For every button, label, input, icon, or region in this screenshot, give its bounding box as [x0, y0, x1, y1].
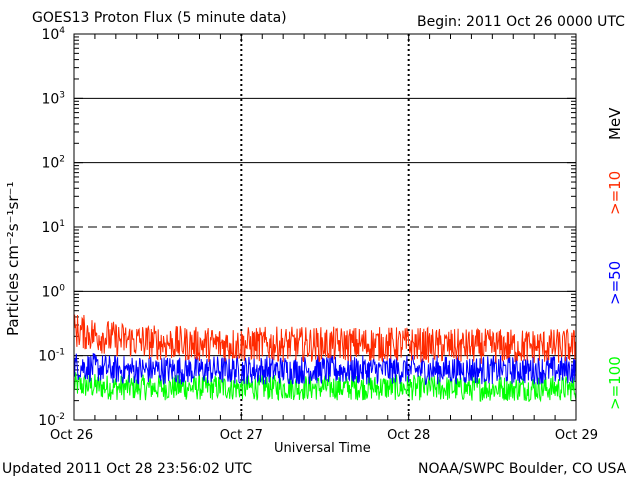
y-tick-base: 10: [38, 349, 56, 365]
legend-series-50: >=50: [606, 261, 624, 305]
x-tick-label: Oct 26: [50, 428, 93, 443]
legend-series-10: >=10: [606, 171, 624, 215]
y-tick-base: 10: [41, 220, 59, 236]
y-tick-exponent: 4: [59, 26, 65, 36]
series-line-0: [73, 314, 577, 364]
y-tick-label: 103: [41, 90, 65, 107]
y-tick-base: 10: [41, 284, 59, 300]
y-tick-base: 10: [38, 413, 56, 429]
updated-timestamp: Updated 2011 Oct 28 23:56:02 UTC: [2, 461, 253, 477]
y-tick-exponent: -2: [56, 412, 65, 422]
y-axis-label-text: Particles cm⁻²s⁻¹sr⁻¹: [4, 181, 22, 336]
legend-series-100: >=100: [606, 356, 624, 410]
y-axis-label: Particles cm⁻²s⁻¹sr⁻¹: [4, 182, 22, 336]
y-tick-exponent: 3: [59, 90, 65, 100]
y-tick-base: 10: [41, 27, 59, 43]
x-axis-label: Universal Time: [274, 441, 371, 456]
x-tick-label: Oct 27: [220, 428, 263, 443]
x-tick-label: Oct 29: [555, 428, 598, 443]
y-tick-base: 10: [41, 91, 59, 107]
y-tick-exponent: 1: [59, 219, 65, 229]
credit-text: NOAA/SWPC Boulder, CO USA: [418, 461, 627, 477]
series-line-1: [73, 353, 577, 386]
x-tick-label: Oct 28: [387, 428, 430, 443]
chart-title: GOES13 Proton Flux (5 minute data): [32, 10, 287, 26]
y-tick-base: 10: [41, 156, 59, 172]
legend-unit: MeV: [606, 107, 624, 140]
y-tick-label: 10-1: [38, 348, 65, 365]
y-tick-label: 102: [41, 155, 65, 172]
plot-frame: [73, 33, 577, 421]
y-tick-exponent: 0: [59, 283, 65, 293]
y-tick-exponent: -1: [56, 348, 65, 358]
y-tick-label: 10-2: [38, 412, 65, 429]
y-tick-label: 100: [41, 283, 65, 300]
y-tick-exponent: 2: [59, 155, 65, 165]
y-tick-label: 104: [41, 26, 65, 43]
begin-date: Begin: 2011 Oct 26 0000 UTC: [417, 14, 625, 30]
y-tick-label: 101: [41, 219, 65, 236]
